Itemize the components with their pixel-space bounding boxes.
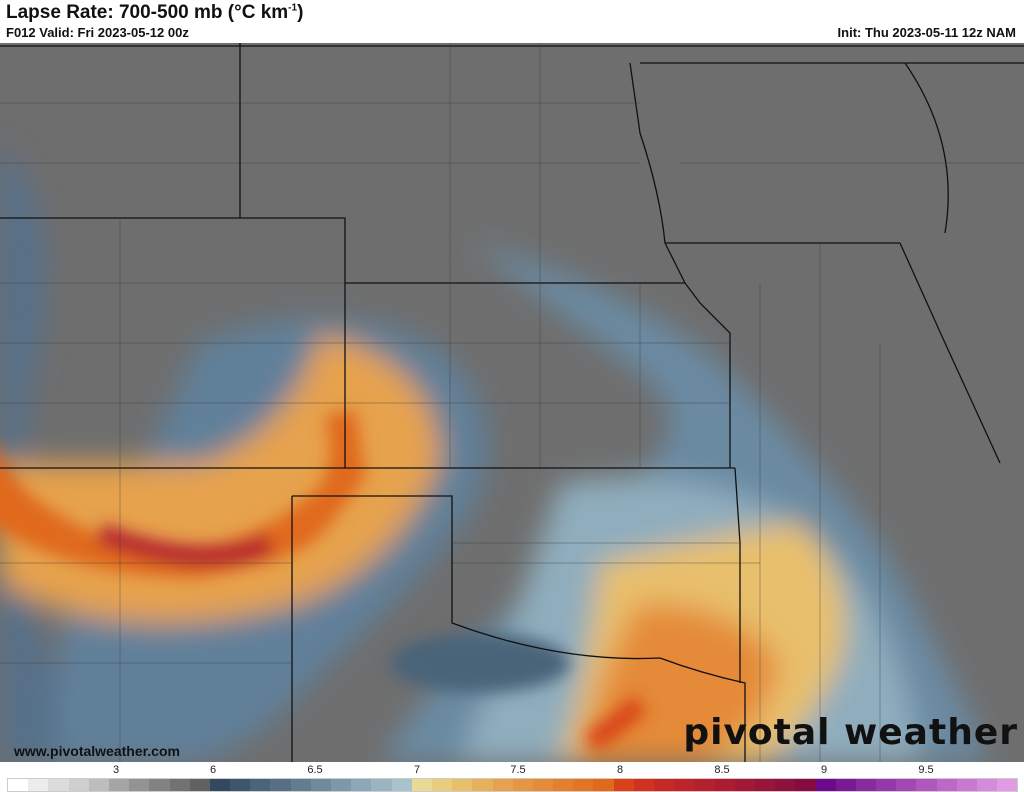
colorbar-cell <box>694 779 715 791</box>
colorbar-cell <box>855 779 877 791</box>
colorbar-cell <box>674 779 695 791</box>
colorbar-cell <box>714 779 735 791</box>
colorbar-cell <box>169 779 190 791</box>
colorbar-tick: 6.5 <box>307 764 323 776</box>
colorbar-cell <box>68 779 89 791</box>
colorbar-cell <box>129 779 150 791</box>
title-superscript: -1 <box>288 2 298 14</box>
lapse-rate-map <box>0 43 1024 763</box>
colorbar-cell <box>613 779 634 791</box>
colorbar-cell <box>593 779 614 791</box>
colorbar-cell <box>270 779 291 791</box>
colorbar-cell <box>492 779 513 791</box>
colorbar-cell <box>108 779 130 791</box>
title-text: Lapse Rate: 700-500 mb (°C km <box>6 2 289 23</box>
map-title: Lapse Rate: 700-500 mb (°C km-1) <box>6 2 303 24</box>
lapse-rate-core <box>0 408 648 752</box>
site-url[interactable]: www.pivotalweather.com <box>14 743 180 759</box>
colorbar-cell <box>472 779 493 791</box>
colorbar-tick: 3 <box>112 764 120 776</box>
colorbar-cell <box>28 779 49 791</box>
colorbar-cell <box>633 779 654 791</box>
colorbar-cell <box>331 779 352 791</box>
colorbar-cell <box>411 779 432 791</box>
pivotal-weather-logo: pivotal weather <box>683 712 1018 753</box>
init-time: Init: Thu 2023-05-11 12z NAM <box>837 25 1016 40</box>
colorbar-cell <box>48 779 69 791</box>
colorbar-cell <box>775 779 796 791</box>
colorbar-cell <box>815 779 836 791</box>
colorbar-cell <box>573 779 594 791</box>
colorbar-tick: 8.5 <box>714 764 730 776</box>
colorbar-tick: 7.5 <box>510 764 526 776</box>
colorbar-cell <box>936 779 957 791</box>
colorbar-cell <box>452 779 473 791</box>
colorbar: 3 6 6.5 7 7.5 8 8.5 9 9.5 <box>0 762 1024 792</box>
colorbar-tick: 7 <box>413 764 421 776</box>
colorbar-tick: 8 <box>616 764 624 776</box>
colorbar-cell <box>553 779 574 791</box>
colorbar-cell <box>431 779 453 791</box>
county-lines <box>0 43 1024 763</box>
colorbar-cell <box>654 779 675 791</box>
colorbar-tick: 6 <box>209 764 217 776</box>
colorbar-cell <box>956 779 977 791</box>
colorbar-cell <box>734 779 755 791</box>
colorbar-cell <box>250 779 271 791</box>
colorbar-cell <box>512 779 533 791</box>
colorbar-cell <box>351 779 372 791</box>
colorbar-cell <box>149 779 170 791</box>
colorbar-cell <box>189 779 210 791</box>
colorbar-cell <box>391 779 412 791</box>
colorbar-tick: 9 <box>820 764 828 776</box>
colorbar-cell <box>290 779 311 791</box>
colorbar-cell <box>371 779 392 791</box>
valid-time: F012 Valid: Fri 2023-05-12 00z <box>6 25 189 40</box>
colorbar-cell <box>532 779 554 791</box>
colorbar-cell <box>310 779 331 791</box>
colorbar-cell <box>977 779 998 791</box>
colorbar-cell <box>209 779 231 791</box>
colorbar-cell <box>795 779 816 791</box>
colorbar-cell <box>8 779 29 791</box>
colorbar-cell <box>876 779 897 791</box>
colorbar-cell <box>754 779 776 791</box>
colorbar-cell <box>896 779 917 791</box>
colorbar-cells <box>7 778 1019 792</box>
colorbar-cell <box>230 779 251 791</box>
colorbar-cell <box>916 779 937 791</box>
title-end: ) <box>297 2 304 23</box>
colorbar-cell <box>88 779 109 791</box>
colorbar-tick: 9.5 <box>918 764 934 776</box>
colorbar-cell <box>997 779 1018 791</box>
colorbar-cell <box>835 779 856 791</box>
